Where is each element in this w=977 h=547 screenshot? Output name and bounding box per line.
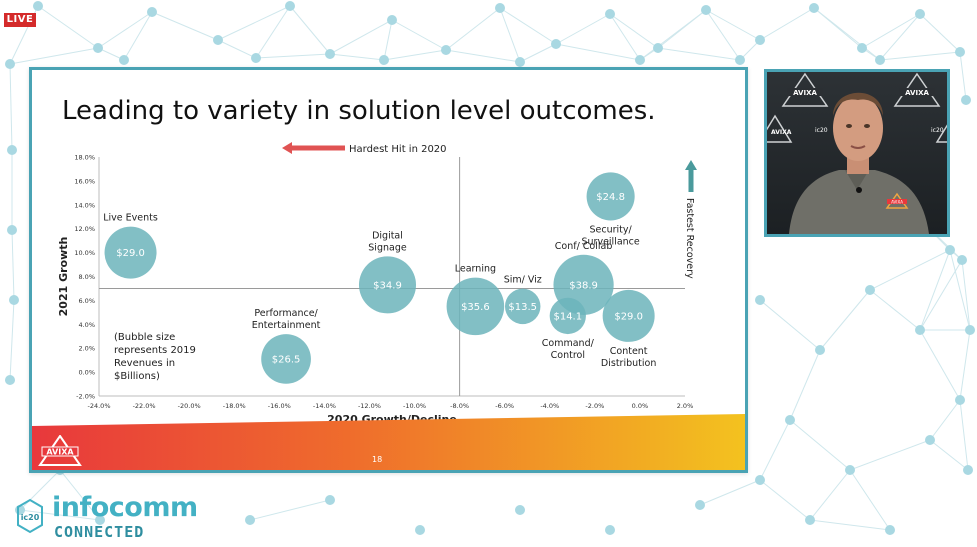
bubble-label: Surveillance — [581, 236, 639, 247]
brand-connected: CONNECTED — [54, 523, 145, 541]
slide-title: Leading to variety in solution level out… — [62, 96, 656, 126]
x-tick-label: -6.0% — [495, 402, 514, 410]
bubble-learning — [446, 277, 505, 336]
bubble-sim-viz — [504, 288, 541, 325]
x-tick-label: -16.0% — [268, 402, 291, 410]
hardest-hit-label: Hardest Hit in 2020 — [349, 144, 447, 155]
y-tick-label: 10.0% — [74, 249, 95, 257]
svg-text:AVIXA: AVIXA — [46, 448, 74, 457]
bubble-size-note: Revenues in — [114, 358, 175, 369]
bubble-size-note: $Billions) — [114, 371, 160, 382]
y-tick-label: 12.0% — [74, 225, 95, 233]
y-tick-label: 0.0% — [78, 369, 95, 377]
slide-footer-gradient — [32, 414, 745, 470]
x-tick-label: -10.0% — [403, 402, 426, 410]
avixa-logo: AVIXA — [38, 435, 82, 466]
x-tick-label: -4.0% — [540, 402, 559, 410]
svg-text:ic20: ic20 — [21, 513, 40, 522]
svg-text:AVIXA: AVIXA — [771, 129, 792, 136]
bubble-label: Signage — [368, 242, 407, 253]
x-tick-label: -2.0% — [585, 402, 604, 410]
presentation-slide: Leading to variety in solution level out… — [29, 67, 748, 473]
y-tick-label: -2.0% — [76, 393, 95, 401]
bubble-label: Distribution — [601, 358, 656, 369]
bubble-label: Live Events — [103, 213, 158, 224]
bubble-value: $38.9 — [569, 280, 598, 291]
fastest-recovery-label: Fastest Recovery — [684, 198, 695, 279]
bubble-label: Security/ — [590, 224, 633, 235]
bubble-value: $24.8 — [596, 192, 625, 203]
svg-text:ic20: ic20 — [931, 127, 944, 134]
infocomm-connected-logo: ic20 infocomm CONNECTED — [14, 490, 234, 542]
bubble-value: $14.1 — [553, 311, 582, 322]
x-tick-label: -20.0% — [178, 402, 201, 410]
x-tick-label: -18.0% — [223, 402, 246, 410]
bubble-label: Entertainment — [252, 320, 321, 331]
y-axis-title: 2021 Growth — [57, 237, 70, 317]
x-tick-label: -8.0% — [450, 402, 469, 410]
bubble-label: Control — [551, 350, 585, 361]
bubble-label: Performance/ — [254, 308, 318, 319]
bubble-value: $35.6 — [461, 302, 490, 313]
x-tick-label: -22.0% — [133, 402, 156, 410]
x-tick-label: 0.0% — [632, 402, 649, 410]
bubble-value: $26.5 — [272, 354, 301, 365]
bubble-label: Command/ — [542, 338, 595, 349]
bubble-performance-entertainment — [261, 334, 311, 384]
y-tick-label: 2.0% — [78, 345, 95, 353]
svg-text:AVIXA: AVIXA — [891, 200, 903, 205]
ic20-badge-icon: ic20 — [17, 498, 43, 534]
x-tick-label: 2.0% — [677, 402, 694, 410]
hardest-hit-arrowhead — [282, 142, 292, 154]
svg-text:ic20: ic20 — [815, 127, 828, 134]
bubble-label: Learning — [455, 264, 496, 275]
svg-text:AVIXA: AVIXA — [905, 89, 929, 97]
y-tick-label: 14.0% — [74, 201, 95, 209]
x-tick-label: -24.0% — [88, 402, 111, 410]
y-tick-label: 18.0% — [74, 154, 95, 162]
bubble-size-note: represents 2019 — [114, 345, 196, 356]
bubble-command-control — [549, 297, 586, 335]
bubble-value: $34.9 — [373, 280, 402, 291]
svg-text:AVIXA: AVIXA — [793, 89, 817, 97]
bubble-chart: -24.0% -22.0% -20.0% -18.0% -16.0% -14.0% -12.… — [57, 142, 697, 426]
live-badge: LIVE — [4, 13, 36, 27]
brand-infocomm: infocomm — [52, 492, 198, 523]
x-tick-label: -14.0% — [313, 402, 336, 410]
bubble-value: $29.0 — [614, 311, 643, 322]
bubble-digital-signage — [358, 256, 417, 314]
bubble-label: Sim/ Viz — [504, 275, 542, 286]
bubble-security-surveillance — [586, 172, 635, 221]
presenter-video: AVIXA AVIXA AVIXA ic20 ic20 AVIXA — [767, 72, 947, 234]
page-number: 18 — [372, 455, 383, 464]
bubble-label: Conf/ Collab — [555, 241, 613, 252]
presenter-webcam: AVIXA AVIXA AVIXA ic20 ic20 AVIXA — [764, 69, 950, 237]
bubble-size-note: (Bubble size — [114, 332, 175, 343]
y-tick-label: 8.0% — [78, 273, 95, 281]
bubble-live-events — [104, 226, 157, 279]
y-tick-label: 16.0% — [74, 177, 95, 185]
y-tick-label: 6.0% — [78, 297, 95, 305]
network-lines — [9, 5, 971, 531]
x-tick-label: -12.0% — [358, 402, 381, 410]
bubble-label: Digital — [372, 230, 403, 241]
bubble-value: $13.5 — [508, 302, 537, 313]
bubble-content-distribution — [602, 289, 655, 342]
bubble-value: $29.0 — [116, 248, 145, 259]
bubble-label: Content — [610, 346, 648, 357]
fastest-recovery-arrowhead — [685, 160, 697, 170]
y-tick-label: 4.0% — [78, 321, 95, 329]
